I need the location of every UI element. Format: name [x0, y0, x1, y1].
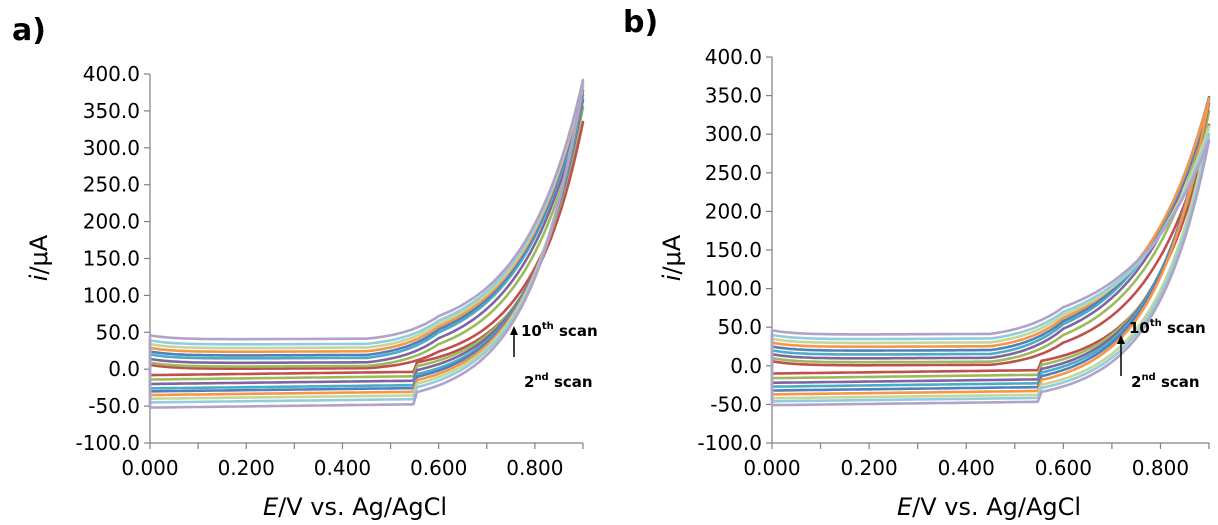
x-tick-label: 0.600	[410, 456, 467, 480]
cv-scan-10	[148, 78, 585, 409]
curves	[148, 78, 585, 409]
y-tick-label: 50.0	[717, 315, 762, 339]
panel-label: a)	[12, 13, 46, 48]
cv-scan-7	[770, 97, 1211, 396]
y-tick-label: 0.0	[108, 357, 140, 381]
y-tick-label: -50.0	[88, 394, 140, 418]
cv-scan-2	[148, 120, 585, 377]
y-axis-title: i/μA	[25, 234, 53, 281]
x-tick-label: 0.000	[121, 456, 178, 480]
y-tick-label: 300.0	[83, 136, 140, 160]
annotation-top: 10th scan	[1129, 318, 1206, 337]
axes: 400.0 350.0 300.0 250.0 200.0 150.0 100.0 50.0 0…	[76, 62, 584, 480]
y-axis-title-var: i	[658, 274, 686, 281]
x-tick-label: 0.200	[840, 456, 897, 480]
y-tick-label: 100.0	[705, 277, 762, 301]
y-tick-label: 0.0	[730, 354, 762, 378]
y-tick-label: 250.0	[83, 173, 140, 197]
x-tick-label: 0.400	[314, 456, 371, 480]
cv-scan-3	[770, 109, 1211, 380]
y-tick-label: 300.0	[705, 122, 762, 146]
cv-scan-6	[148, 88, 585, 393]
scan-annotation: 10th scan 2nd scan	[510, 321, 598, 391]
panel-label: b)	[623, 5, 658, 40]
y-tick-label: 50.0	[95, 320, 140, 344]
y-tick-label: 100.0	[83, 283, 140, 307]
y-tick-label: 400.0	[705, 45, 762, 69]
y-tick-label: 200.0	[705, 199, 762, 223]
x-tick-label: 0.200	[218, 456, 275, 480]
scan-annotation: 10th scan 2nd scan	[1117, 318, 1206, 391]
y-tick-label: 200.0	[83, 210, 140, 234]
cyclic-voltammogram-b: b) 400.0 350.0 300.0 250.0 200.0 150.0 100.0 50…	[623, 5, 1211, 521]
y-tick-label: 350.0	[705, 84, 762, 108]
annotation-top: 10th scan	[521, 321, 598, 340]
axes: 400.0 350.0 300.0 250.0 200.0 150.0 100.0 50.0 0…	[698, 45, 1210, 480]
y-tick-label: 400.0	[83, 62, 140, 86]
x-axis-title: E/V vs. Ag/AgCl	[263, 493, 447, 521]
x-tick-label: 0.400	[938, 456, 995, 480]
x-tick-label: 0.600	[1035, 456, 1092, 480]
annotation-bottom: 2nd scan	[524, 372, 593, 391]
y-tick-label: -50.0	[710, 392, 762, 416]
y-axis-title: i/μA	[658, 234, 686, 281]
y-tick-label: -100.0	[76, 431, 140, 455]
x-axis-title-var: E	[263, 493, 279, 521]
cyclic-voltammogram-a: a) 400.0 350.0 300.0 250.0 200.0 150.0 100.0 50…	[12, 13, 598, 521]
y-tick-label: 350.0	[83, 99, 140, 123]
y-tick-label: 150.0	[705, 238, 762, 262]
y-tick-label: 250.0	[705, 161, 762, 185]
y-axis-title-unit: /μA	[25, 234, 53, 274]
cv-scan-4	[770, 102, 1211, 385]
x-axis-title-unit: /V vs. Ag/AgCl	[278, 493, 447, 521]
x-axis-title-var: E	[897, 493, 913, 521]
y-axis-title-var: i	[25, 274, 53, 281]
scan-arrow-head	[1117, 335, 1125, 344]
x-tick-label: 0.800	[1132, 456, 1189, 480]
x-tick-label: 0.000	[743, 456, 800, 480]
scan-arrow-head	[510, 326, 518, 335]
cv-scan-4	[148, 98, 585, 386]
x-axis-title-unit: /V vs. Ag/AgCl	[912, 493, 1081, 521]
y-tick-label: 150.0	[83, 247, 140, 271]
curves	[770, 95, 1211, 407]
y-axis-title-unit: /μA	[658, 234, 686, 274]
x-axis-title: E/V vs. Ag/AgCl	[897, 493, 1081, 521]
x-tick-label: 0.800	[506, 456, 563, 480]
y-tick-label: -100.0	[698, 431, 762, 455]
chart-panel-a: a) 400.0 350.0 300.0 250.0 200.0 150.0 100.0 50…	[12, 13, 598, 521]
chart-panel-b: b) 400.0 350.0 300.0 250.0 200.0 150.0 100.0 50…	[609, 0, 1218, 525]
annotation-bottom: 2nd scan	[1131, 372, 1200, 391]
cv-scan-10	[770, 139, 1211, 407]
